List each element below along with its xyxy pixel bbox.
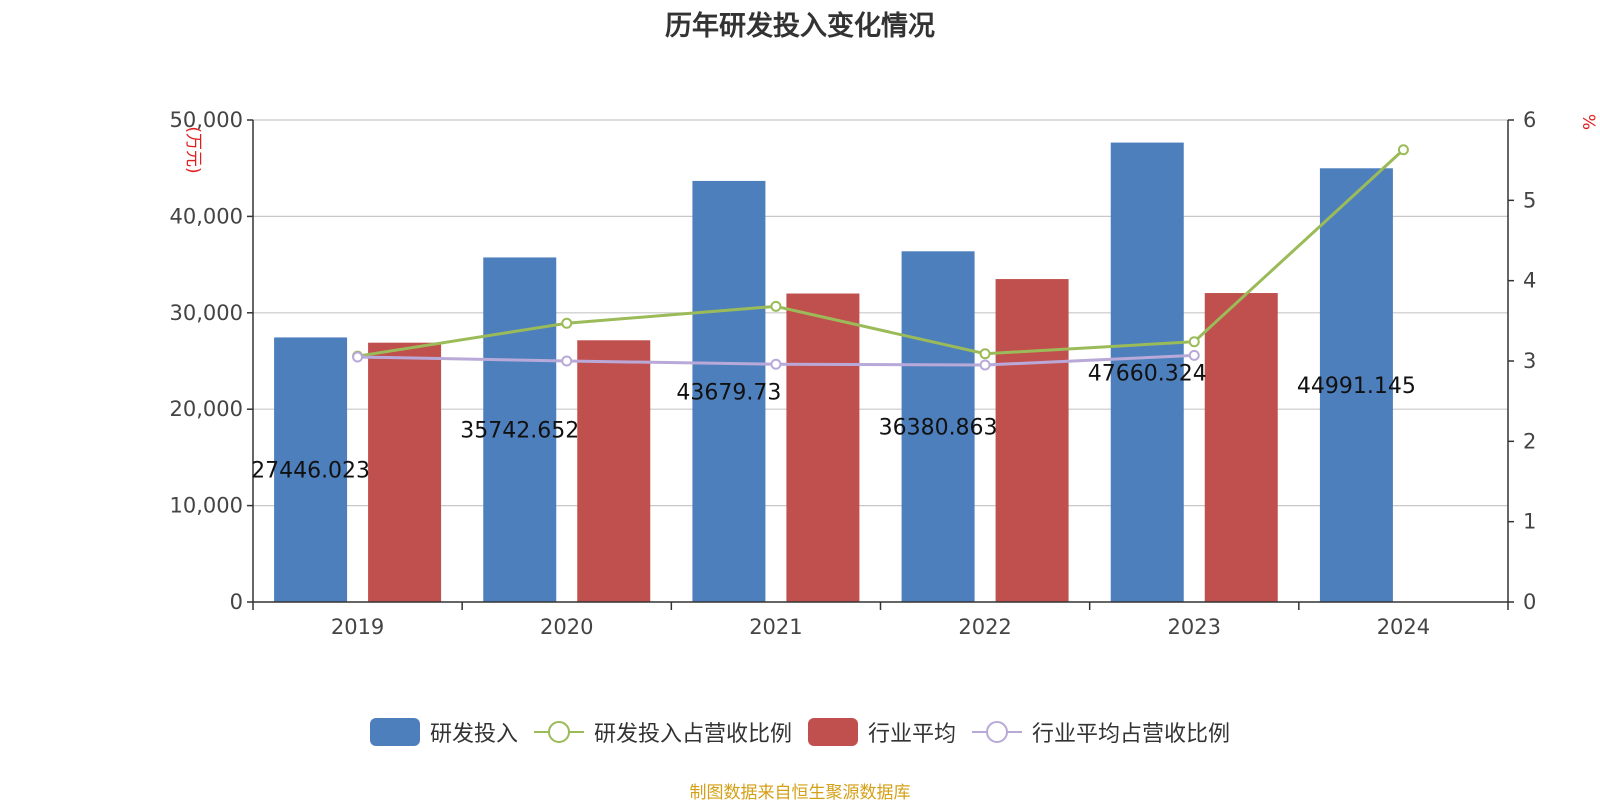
y-right-tick-label: 0	[1523, 590, 1536, 614]
chart: 0 10,000 20,000 30,000 40,000 50,000 0 1 2 3 4 5 6 (万…	[170, 108, 1598, 639]
y-right-tick-label: 1	[1523, 510, 1536, 534]
legend-swatch-rd-ratio	[533, 721, 584, 743]
y-left-tick-label: 50,000	[170, 108, 243, 132]
point-rd-ratio	[1397, 144, 1409, 156]
legend-item-industry-average[interactable]: 行业平均	[808, 716, 956, 748]
bar-rd-investment	[901, 251, 975, 602]
legend-label-industry-ratio: 行业平均占营收比例	[1032, 722, 1231, 747]
y-left-tick-label: 10,000	[170, 494, 243, 518]
legend-swatch-rd-investment	[369, 718, 420, 746]
point-industry-ratio	[770, 358, 782, 370]
data-label: 43679.73	[676, 380, 781, 405]
bar-industry-average	[1204, 293, 1278, 602]
legend-swatch-industry-average	[808, 718, 858, 746]
y-left-unit-label: (万元)	[183, 126, 203, 173]
point-industry-ratio	[1188, 349, 1200, 361]
legend-item-rd-investment[interactable]: 研发投入	[369, 716, 518, 748]
data-label: 47660.324	[1088, 361, 1207, 386]
bar-rd-investment	[1110, 142, 1184, 602]
x-tick-label: 2020	[540, 615, 593, 639]
x-tick-label: 2024	[1377, 615, 1430, 639]
x-tick-label: 2019	[331, 615, 384, 639]
x-tick-label: 2022	[958, 615, 1011, 639]
point-industry-ratio	[352, 351, 364, 363]
y-right-tick-label: 4	[1523, 269, 1536, 293]
x-tick-label: 2021	[749, 615, 802, 639]
bar-rd-investment	[483, 257, 557, 602]
line-rd-ratio	[357, 148, 1405, 358]
y-right-tick-label: 2	[1523, 429, 1536, 453]
legend-label-rd-investment: 研发投入	[429, 722, 518, 747]
y-left-tick-label: 0	[230, 590, 243, 614]
y-right-tick-label: 6	[1523, 108, 1536, 132]
point-rd-ratio	[770, 300, 782, 312]
y-left-tick-label: 30,000	[170, 301, 243, 325]
legend: 研发投入 研发投入占营收比例 行业平均 行业平均占营收比例	[0, 716, 1600, 748]
bar-industry-average	[577, 340, 651, 602]
legend-label-industry-average: 行业平均	[868, 722, 957, 747]
point-rd-ratio	[979, 348, 991, 360]
bar-rd-investment	[1319, 168, 1393, 603]
y-right-unit-label: %	[1578, 114, 1598, 130]
legend-label-rd-ratio: 研发投入占营收比例	[593, 722, 792, 747]
legend-swatch-industry-ratio	[972, 721, 1023, 743]
point-rd-ratio	[1188, 336, 1200, 348]
y-right-tick-label: 5	[1523, 188, 1536, 212]
data-label: 36380.863	[879, 416, 998, 441]
point-industry-ratio	[979, 359, 991, 371]
bar-industry-average	[786, 293, 860, 602]
data-label: 27446.023	[251, 459, 370, 484]
x-tick-label: 2023	[1168, 615, 1221, 639]
point-rd-ratio	[561, 317, 573, 329]
bar-rd-investment	[692, 180, 766, 602]
legend-item-rd-ratio[interactable]: 研发投入占营收比例	[533, 716, 792, 748]
y-left-tick-label: 40,000	[170, 204, 243, 228]
y-left-tick-label: 20,000	[170, 397, 243, 421]
chart-title: 历年研发投入变化情况	[665, 11, 935, 42]
data-label: 35742.652	[460, 419, 579, 444]
legend-item-industry-ratio[interactable]: 行业平均占营收比例	[972, 716, 1230, 748]
point-industry-ratio	[561, 355, 573, 367]
source-note: 制图数据来自恒生聚源数据库	[689, 783, 911, 803]
bar-industry-average	[368, 342, 442, 602]
bar-industry-average	[995, 279, 1069, 602]
bar-rd-investment	[274, 337, 348, 602]
y-right-tick-label: 3	[1523, 349, 1536, 373]
data-label: 44991.145	[1297, 374, 1416, 399]
